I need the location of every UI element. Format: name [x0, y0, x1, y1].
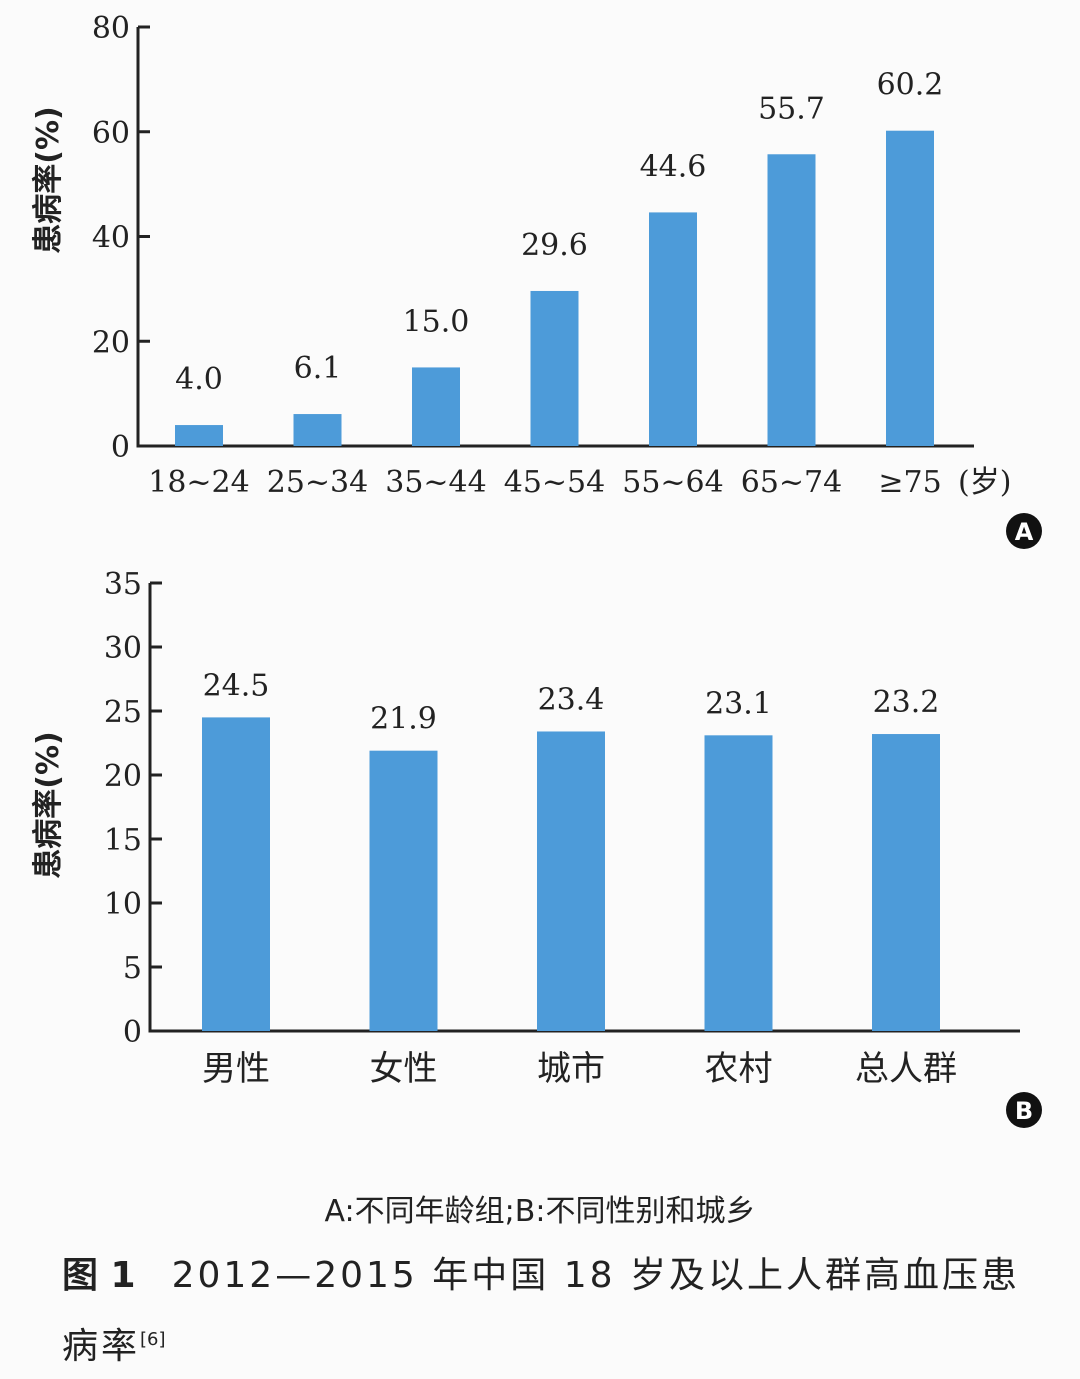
panel-badge-label: B: [1015, 1097, 1033, 1125]
bar-3: [537, 731, 605, 1031]
category-label-6: 65~74: [741, 465, 842, 500]
y-tick-label: 20: [92, 325, 130, 360]
bar-2: [369, 750, 438, 1031]
chart-a-age-groups: 0 20 40 60 80 4.0 18~24 6.1 25~34 15.0 35~44 29.6 45…: [31, 11, 1042, 549]
data-label-5: 23.2: [873, 685, 940, 720]
data-label-5: 44.6: [640, 149, 707, 184]
data-label-3: 23.4: [538, 682, 605, 717]
y-tick-label: 0: [111, 430, 130, 465]
panel-badge-circle: [1006, 1092, 1042, 1128]
chart-b-sex-urban-rural: 0 5 10 15 20 25 30 35 24.5 男性 21.9 女性 23.4 城市 23.1 农村 23…: [31, 567, 1042, 1128]
y-tick-label: 15: [104, 823, 142, 858]
category-label-7: ≥75: [878, 465, 941, 500]
figure-number: 图 1: [62, 1255, 136, 1296]
panel-badge: B: [1006, 1092, 1042, 1128]
figure-title: 2012—2015 年中国 18 岁及以上人群高血压患病率: [62, 1255, 1020, 1367]
data-label-4: 29.6: [521, 228, 588, 263]
y-tick-label: 5: [123, 951, 142, 986]
category-label-1: 男性: [202, 1049, 270, 1089]
y-axis-title: 患病率(%): [31, 731, 66, 878]
data-label-7: 60.2: [877, 68, 944, 103]
category-label-5: 55~64: [622, 465, 723, 500]
category-label-3: 城市: [537, 1049, 605, 1089]
bar-3: [412, 367, 460, 446]
category-label-2: 25~34: [267, 465, 368, 500]
bar-7: [886, 130, 934, 446]
category-label-4: 农村: [705, 1049, 773, 1089]
y-tick-label: 10: [104, 887, 142, 922]
y-tick-label: 30: [104, 631, 142, 666]
bar-5: [649, 212, 697, 446]
y-tick-label: 40: [92, 221, 130, 256]
y-axis-title: 患病率(%): [31, 106, 66, 253]
data-label-2: 6.1: [294, 351, 342, 386]
bar-1: [202, 717, 270, 1031]
figure-subcaption: A:不同年龄组;B:不同性别和城乡: [324, 1194, 756, 1229]
data-label-6: 55.7: [758, 91, 825, 126]
y-tick-label: 0: [123, 1015, 142, 1050]
bar-2: [293, 414, 342, 446]
y-tick-label: 25: [104, 695, 142, 730]
category-label-4: 45~54: [504, 465, 605, 500]
figure-reference: [6]: [140, 1329, 166, 1350]
category-label-3: 35~44: [385, 465, 486, 500]
data-label-2: 21.9: [370, 702, 437, 737]
data-label-3: 15.0: [403, 304, 470, 339]
bar-6: [767, 154, 816, 447]
y-tick-label: 80: [92, 11, 130, 46]
panel-badge-label: A: [1015, 518, 1034, 546]
bar-4: [704, 735, 773, 1031]
y-tick-label: 20: [104, 759, 142, 794]
data-label-1: 4.0: [175, 362, 223, 397]
data-label-1: 24.5: [203, 668, 270, 703]
category-label-5: 总人群: [855, 1049, 957, 1089]
bar-4: [530, 290, 579, 446]
panel-badge: A: [1006, 513, 1042, 549]
category-label-2: 女性: [370, 1049, 438, 1089]
bar-1: [175, 425, 223, 446]
panel-badge-circle: [1006, 513, 1042, 549]
category-label-1: 18~24: [148, 465, 249, 500]
bar-5: [872, 734, 940, 1031]
data-label-4: 23.1: [705, 686, 772, 721]
figure-caption: 图 1 2012—2015 年中国 18 岁及以上人群高血压患病率[6]: [62, 1244, 1032, 1379]
y-tick-label: 60: [92, 116, 130, 151]
x-axis-unit: (岁): [958, 465, 1011, 500]
y-tick-label: 35: [104, 567, 142, 602]
